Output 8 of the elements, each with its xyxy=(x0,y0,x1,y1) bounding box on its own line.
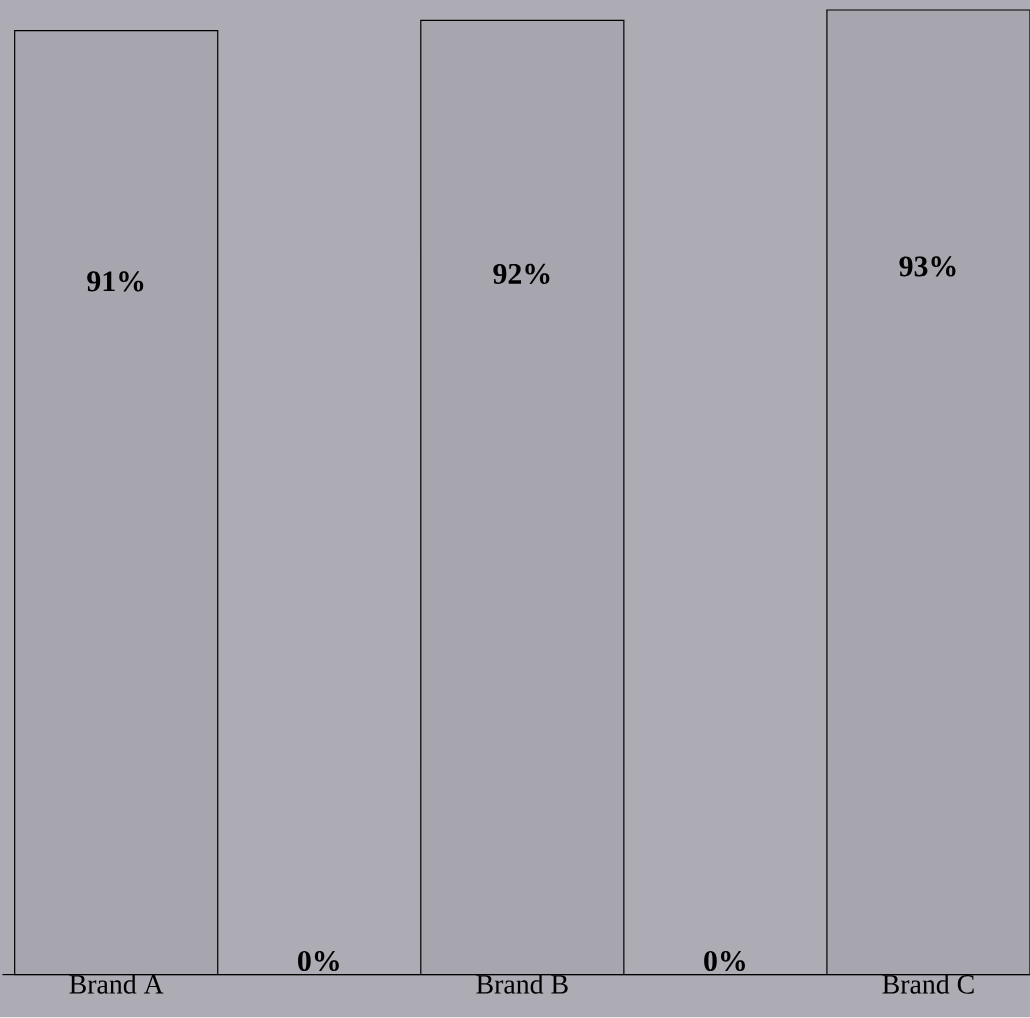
data-label: 0% xyxy=(298,951,339,972)
data-label: 91% xyxy=(87,271,144,292)
x-tick-label: Brand A xyxy=(69,974,164,994)
data-label: 92% xyxy=(493,264,550,285)
data-label: 0% xyxy=(704,951,745,972)
x-tick-label: Brand C xyxy=(882,974,974,994)
x-tick-label: Brand B xyxy=(476,974,568,994)
data-label: 93% xyxy=(899,256,956,277)
